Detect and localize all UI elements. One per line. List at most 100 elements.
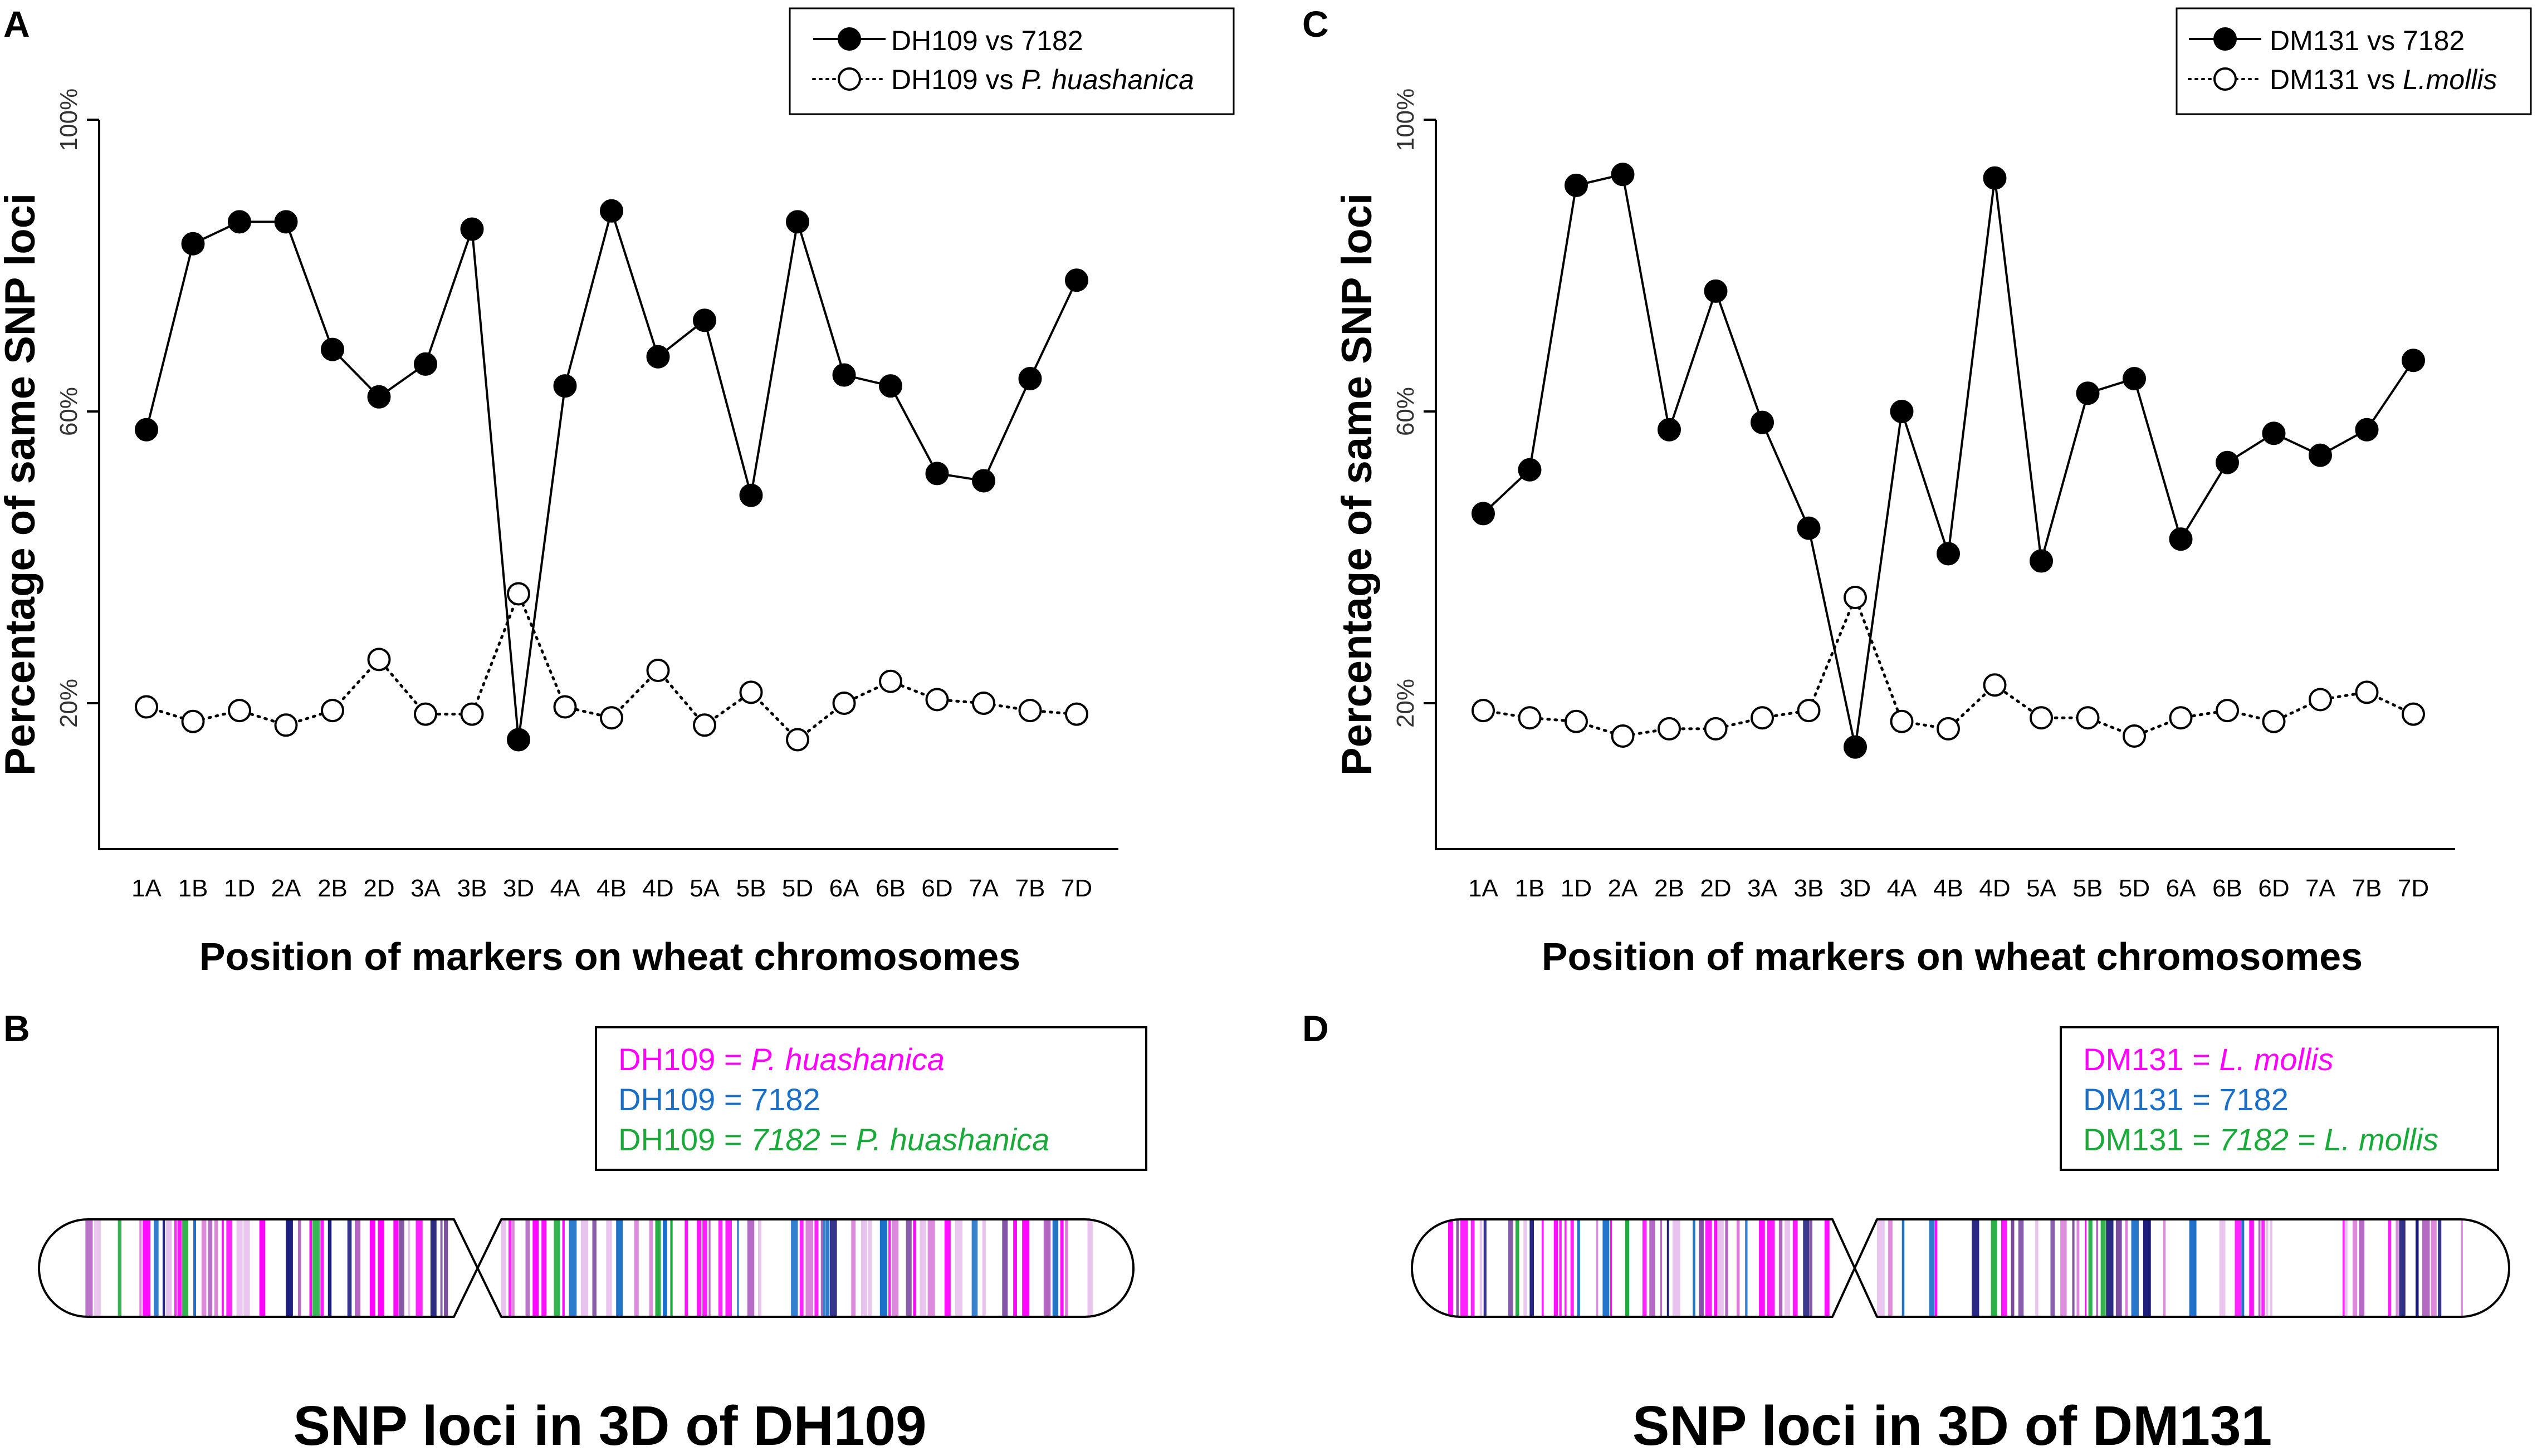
x-tick-label-7A: 7A (969, 875, 999, 902)
point-1-5B (739, 680, 763, 704)
point-0-7D (2402, 349, 2425, 372)
point-1-1D (1565, 709, 1588, 733)
point-1-4D (1983, 673, 2007, 697)
point-1-7B (1018, 699, 1042, 723)
legend-a: DH109 vs 7182 DH109 vs P. huashanica (789, 7, 1235, 115)
x-tick-label-3D: 3D (503, 875, 534, 902)
legend-c: DM131 vs 7182 DM131 vs L.mollis (2176, 7, 2532, 115)
point-0-6D (2262, 421, 2286, 445)
snp-bands (1448, 1219, 2463, 1317)
x-tick-label-4A: 4A (550, 875, 580, 902)
legend-row-d-1: DM131 = L. mollis (2083, 1042, 2334, 1077)
point-0-7D (1065, 268, 1088, 292)
point-0-4B (600, 199, 623, 223)
point-1-5A (2030, 706, 2053, 730)
point-1-7B (2355, 680, 2379, 704)
point-1-3D (1844, 586, 1867, 610)
point-1-6A (2169, 706, 2193, 730)
point-1-2A (1611, 724, 1635, 748)
point-0-4A (553, 374, 577, 398)
point-1-4D (646, 659, 670, 683)
chromosome-3d-dh109 (38, 1218, 1135, 1318)
point-0-4B (1937, 542, 1960, 566)
point-0-5D (2123, 367, 2146, 391)
point-1-3D (507, 582, 530, 606)
point-1-4B (600, 706, 623, 730)
point-0-2B (321, 337, 344, 361)
point-0-2D (367, 385, 391, 409)
point-0-4A (1890, 400, 1914, 423)
point-0-6B (879, 374, 902, 398)
point-0-3A (1751, 410, 1774, 434)
point-0-1B (181, 232, 205, 256)
point-0-5A (693, 308, 716, 332)
x-tick-label-2A: 2A (1608, 875, 1638, 902)
point-1-3B (1797, 699, 1821, 723)
point-1-7D (2402, 702, 2425, 726)
point-0-6A (2169, 527, 2193, 551)
y-tick-label-0: 20% (1392, 679, 1419, 728)
line-chart-a: 20% 60% 100% 1A 1B 1D 2A 2B 2D 3A 3B 3D 4A 4B 4D 5A 5B 5… (0, 7, 1235, 978)
x-tick-label-2A: 2A (271, 875, 301, 902)
legend-marker-a-2 (838, 67, 861, 91)
point-1-1A (135, 695, 158, 719)
point-1-5D (786, 728, 809, 752)
legend-label-c-2: DM131 vs L.mollis (2270, 64, 2497, 95)
x-tick-label-3A: 3A (1747, 875, 1777, 902)
x-tick-label-4A: 4A (1887, 875, 1917, 902)
legend-row-d-3: DM131 = 7182 = L. mollis (2083, 1122, 2438, 1157)
x-tick-label-5B: 5B (736, 875, 766, 902)
chromosome-title-b: SNP loci in 3D of DH109 (293, 1395, 926, 1456)
point-1-2B (1658, 717, 1681, 741)
point-1-1B (1518, 706, 1542, 730)
x-tick-label-4D: 4D (642, 875, 673, 902)
chromosome-outline (1411, 1218, 2510, 1318)
color-legend-b: DH109 = P. huashanica DH109 = 7182 DH109… (595, 1026, 1147, 1171)
legend-label-a-2: DH109 vs P. huashanica (891, 64, 1194, 95)
x-tick-label-6D: 6D (921, 875, 952, 902)
x-axis-title-a: Position of markers on wheat chromosomes (199, 935, 1020, 978)
point-1-2D (1704, 717, 1728, 741)
x-tick-label-6A: 6A (2166, 875, 2196, 902)
point-1-3A (414, 702, 437, 726)
point-0-4D (1983, 166, 2007, 190)
color-legend-d: DM131 = L. mollis DM131 = 7182 DM131 = 7… (2060, 1026, 2499, 1171)
point-1-7D (1065, 702, 1088, 726)
point-0-2A (274, 210, 298, 234)
point-1-6B (879, 669, 902, 693)
x-tick-label-1A: 1A (1468, 875, 1498, 902)
x-tick-label-1D: 1D (224, 875, 255, 902)
x-axis-title-c: Position of markers on wheat chromosomes (1542, 935, 2363, 978)
x-tick-label-7D: 7D (2398, 875, 2429, 902)
y-tick-label-2: 100% (55, 89, 82, 151)
x-tick-label-6D: 6D (2258, 875, 2289, 902)
snp-bands (85, 1219, 1093, 1317)
panel-label-d: D (1302, 1008, 1329, 1049)
x-tick-label-2B: 2B (317, 875, 348, 902)
point-0-2B (1658, 418, 1681, 442)
legend-marker-a-1 (838, 27, 861, 51)
chromosome-panel-d: DM131 = L. mollis DM131 = 7182 DM131 = 7… (1411, 1026, 2510, 1456)
panel-label-c: C (1302, 3, 1329, 45)
point-1-6D (925, 688, 949, 712)
x-tick-label-4B: 4B (1933, 875, 1963, 902)
point-0-1B (1518, 458, 1542, 482)
x-tick-label-4B: 4B (597, 875, 627, 902)
x-tick-label-5A: 5A (2026, 875, 2056, 902)
x-tick-label-1B: 1B (178, 875, 208, 902)
x-tick-label-1D: 1D (1561, 875, 1592, 902)
x-tick-label-5D: 5D (782, 875, 813, 902)
point-0-7A (972, 469, 995, 493)
x-tick-label-6B: 6B (876, 875, 906, 902)
point-0-3B (1797, 516, 1821, 540)
point-0-3B (460, 217, 484, 241)
point-1-1A (1472, 699, 1495, 723)
chromosome-outline (38, 1218, 1135, 1318)
chromosome-3d-dm131 (1411, 1218, 2510, 1318)
point-1-2A (274, 713, 298, 737)
x-tick-label-5B: 5B (2073, 875, 2103, 902)
x-tick-label-5A: 5A (690, 875, 720, 902)
x-tick-label-2D: 2D (363, 875, 394, 902)
point-1-2D (367, 648, 391, 671)
y-tick-label-2: 100% (1392, 89, 1419, 151)
